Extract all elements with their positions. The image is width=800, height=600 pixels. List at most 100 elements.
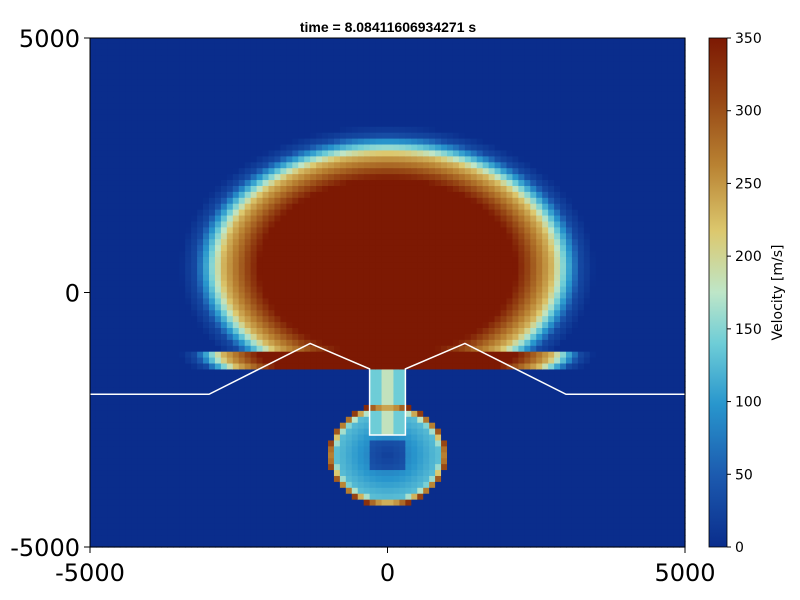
heatmap-cell (143, 304, 151, 311)
heatmap-cell (429, 517, 436, 524)
heatmap-cell (167, 351, 174, 359)
heatmap-cell (405, 73, 412, 81)
heatmap-cell (357, 221, 365, 228)
heatmap-cell (268, 517, 276, 524)
heatmap-cell (155, 351, 162, 359)
heatmap-cell (322, 446, 329, 453)
heatmap-cell (328, 505, 335, 513)
heatmap-cell (90, 274, 97, 282)
heatmap-cell (149, 168, 157, 175)
heatmap-cell (185, 505, 192, 513)
heatmap-cell (226, 322, 234, 329)
heatmap-cell (262, 233, 270, 240)
heatmap-cell (197, 79, 204, 86)
heatmap-cell (238, 156, 246, 163)
heatmap-cell (220, 38, 228, 45)
heatmap-cell (107, 464, 115, 471)
heatmap-cell (429, 109, 436, 116)
heatmap-cell (119, 523, 127, 530)
heatmap-cell (280, 286, 287, 294)
heatmap-cell (244, 67, 252, 75)
heatmap-cell (113, 114, 121, 122)
heatmap-cell (131, 464, 139, 471)
heatmap-cell (209, 150, 216, 157)
heatmap-cell (310, 233, 317, 240)
heatmap-cell (351, 369, 359, 376)
heatmap-cell (423, 399, 430, 406)
heatmap-cell (333, 316, 341, 323)
heatmap-cell (226, 67, 234, 75)
heatmap-cell (197, 150, 204, 157)
heatmap-cell (292, 61, 299, 69)
heatmap-cell (191, 256, 198, 264)
heatmap-cell (274, 55, 281, 63)
heatmap-cell (286, 416, 293, 424)
heatmap-cell (310, 191, 317, 199)
heatmap-cell (417, 505, 424, 513)
heatmap-cell (107, 215, 115, 223)
heatmap-cell (316, 245, 323, 252)
heatmap-cell (399, 274, 406, 282)
heatmap-cell (238, 144, 246, 152)
heatmap-cell (274, 162, 281, 169)
heatmap-cell (101, 333, 109, 341)
heatmap-cell (357, 523, 365, 530)
heatmap-cell (244, 180, 252, 187)
heatmap-cell (107, 138, 115, 146)
heatmap-cell (274, 381, 281, 388)
heatmap-cell (292, 404, 299, 412)
heatmap-cell (345, 487, 353, 495)
heatmap-cell (226, 381, 234, 388)
heatmap-cell (339, 144, 347, 152)
heatmap-cell (423, 357, 430, 365)
heatmap-cell (411, 363, 418, 371)
heatmap-cell (143, 268, 151, 276)
heatmap-cell (405, 328, 412, 335)
heatmap-cell (417, 499, 424, 507)
heatmap-cell (381, 180, 389, 187)
heatmap-cell (185, 399, 192, 406)
heatmap-cell (405, 487, 412, 495)
heatmap-cell (250, 339, 258, 347)
heatmap-cell (191, 180, 198, 187)
heatmap-cell (351, 114, 359, 122)
heatmap-cell (387, 310, 395, 317)
heatmap-cell (179, 511, 186, 519)
heatmap-cell (274, 67, 281, 75)
heatmap-cell (405, 517, 412, 524)
heatmap-cell (113, 428, 121, 436)
heatmap-cell (405, 55, 412, 63)
heatmap-cell (322, 440, 329, 447)
heatmap-cell (191, 428, 198, 436)
heatmap-cell (155, 138, 162, 146)
heatmap-cell (185, 464, 192, 471)
heatmap-cell (387, 150, 395, 157)
heatmap-cell (191, 55, 198, 63)
heatmap-cell (387, 91, 395, 98)
heatmap-cell (316, 328, 323, 335)
heatmap-cell (185, 138, 192, 146)
heatmap-cell (101, 422, 109, 430)
heatmap-cell (363, 120, 371, 128)
heatmap-cell (90, 410, 97, 418)
heatmap-cell (137, 126, 145, 134)
heatmap-cell (381, 262, 389, 270)
heatmap-cell (107, 85, 115, 92)
heatmap-cell (238, 67, 246, 75)
heatmap-cell (423, 85, 430, 92)
heatmap-cell (220, 333, 228, 341)
heatmap-cell (357, 144, 365, 152)
heatmap-cell (393, 410, 400, 418)
heatmap-cell (185, 434, 192, 442)
heatmap-cell (339, 404, 347, 412)
heatmap-cell (107, 440, 115, 447)
heatmap-cell (417, 410, 424, 418)
heatmap-cell (268, 404, 276, 412)
heatmap-cell (131, 493, 139, 501)
heatmap-cell (298, 132, 305, 140)
heatmap-cell (393, 422, 400, 430)
heatmap-cell (90, 174, 97, 181)
heatmap-cell (95, 428, 103, 436)
heatmap-cell (286, 470, 293, 477)
heatmap-cell (417, 304, 424, 311)
